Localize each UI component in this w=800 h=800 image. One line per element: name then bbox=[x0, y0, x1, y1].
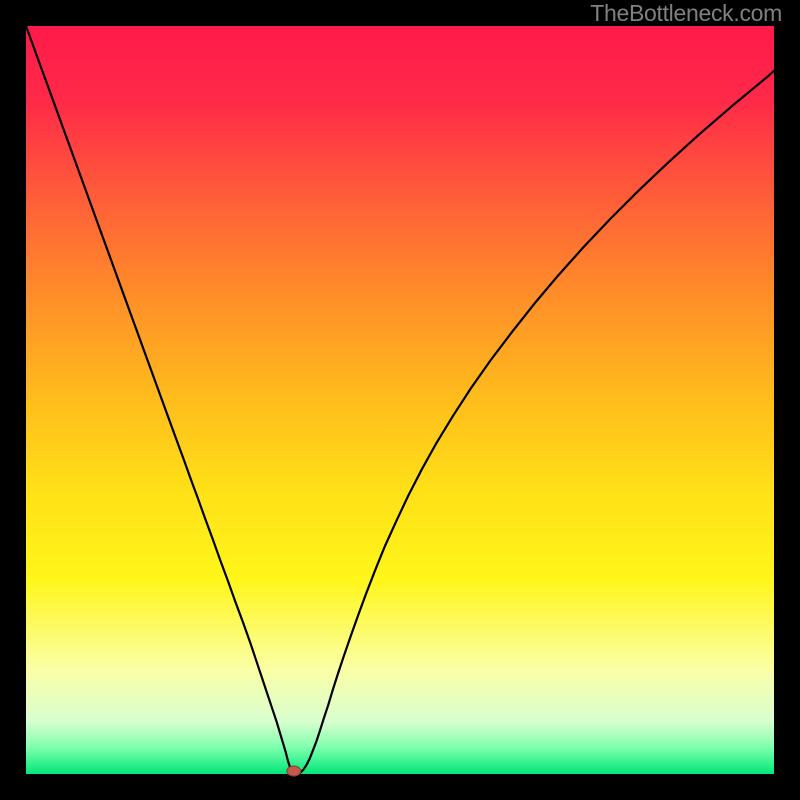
plot-background bbox=[26, 26, 774, 774]
chart-svg bbox=[0, 0, 800, 800]
minimum-marker bbox=[287, 766, 301, 776]
chart-container: TheBottleneck.com bbox=[0, 0, 800, 800]
watermark-label: TheBottleneck.com bbox=[590, 0, 782, 27]
